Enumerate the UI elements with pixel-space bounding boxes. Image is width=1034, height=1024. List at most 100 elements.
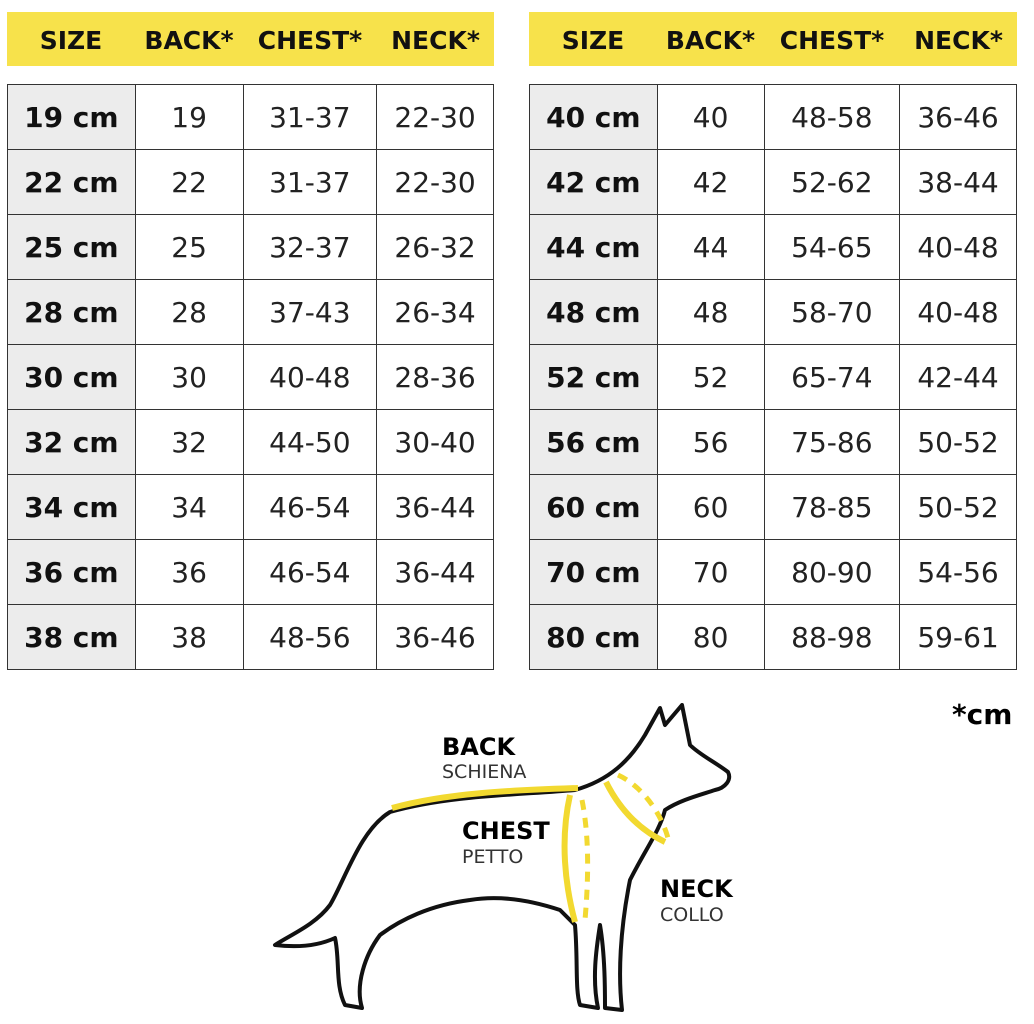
neck-sublabel: COLLO — [660, 904, 724, 926]
cell: 88-98 — [763, 604, 901, 670]
row: 36 cm 36 46-54 36-44 — [7, 539, 494, 605]
cell: 60 — [656, 474, 765, 540]
cell: 65-74 — [763, 344, 901, 410]
cell: 44 — [656, 214, 765, 280]
row: 80 cm 80 88-98 59-61 — [529, 604, 1017, 670]
back-sublabel: SCHIENA — [442, 761, 526, 783]
size-cell: 48 cm — [529, 279, 658, 345]
header-band: SIZE BACK* CHEST* NECK* — [529, 12, 1017, 66]
cell: 36-44 — [376, 539, 494, 605]
chest-sublabel: PETTO — [462, 846, 523, 868]
back-line — [391, 785, 579, 811]
cell: 42 — [656, 149, 765, 215]
row: 40 cm 40 48-58 36-46 — [529, 84, 1017, 150]
header-band: SIZE BACK* CHEST* NECK* — [7, 12, 494, 66]
header-cell: SIZE — [561, 26, 625, 55]
cell: 26-34 — [376, 279, 494, 345]
row: 70 cm 70 80-90 54-56 — [529, 539, 1017, 605]
cell: 48-56 — [242, 604, 378, 670]
row: 38 cm 38 48-56 36-46 — [7, 604, 494, 670]
row: 34 cm 34 46-54 36-44 — [7, 474, 494, 540]
row: 28 cm 28 37-43 26-34 — [7, 279, 494, 345]
cell: 30 — [134, 344, 244, 410]
cell: 78-85 — [763, 474, 901, 540]
cell: 32-37 — [242, 214, 378, 280]
chest-label: CHEST — [462, 817, 550, 845]
cell: 46-54 — [242, 539, 378, 605]
table: 40 cm 40 48-58 36-46 42 cm 42 52-62 38-44 44 cm 4… — [529, 84, 1017, 670]
cell: 22-30 — [376, 149, 494, 215]
chest-line — [561, 794, 578, 923]
header-cell: NECK* — [391, 26, 480, 55]
cell: 26-32 — [376, 214, 494, 280]
cell: 59-61 — [899, 604, 1017, 670]
size-cell: 30 cm — [7, 344, 136, 410]
cell: 38-44 — [899, 149, 1017, 215]
cell: 54-65 — [763, 214, 901, 280]
row: 44 cm 44 54-65 40-48 — [529, 214, 1017, 280]
row: 48 cm 48 58-70 40-48 — [529, 279, 1017, 345]
cell: 28-36 — [376, 344, 494, 410]
cell: 46-54 — [242, 474, 378, 540]
cell: 40 — [656, 84, 765, 150]
cell: 70 — [656, 539, 765, 605]
row: 32 cm 32 44-50 30-40 — [7, 409, 494, 475]
cell: 30-40 — [376, 409, 494, 475]
cell: 40-48 — [242, 344, 378, 410]
neck-line-dashed — [616, 772, 671, 839]
size-cell: 70 cm — [529, 539, 658, 605]
dog-outline — [273, 703, 732, 1012]
size-cell: 44 cm — [529, 214, 658, 280]
cell: 48 — [656, 279, 765, 345]
size-cell: 40 cm — [529, 84, 658, 150]
cell: 50-52 — [899, 409, 1017, 475]
row: 25 cm 25 32-37 26-32 — [7, 214, 494, 280]
cell: 52 — [656, 344, 765, 410]
cell: 50-52 — [899, 474, 1017, 540]
cell: 44-50 — [242, 409, 378, 475]
cell: 48-58 — [763, 84, 901, 150]
size-cell: 19 cm — [7, 84, 136, 150]
cell: 38 — [134, 604, 244, 670]
cell: 42-44 — [899, 344, 1017, 410]
cell: 32 — [134, 409, 244, 475]
cell: 25 — [134, 214, 244, 280]
cell: 19 — [134, 84, 244, 150]
size-cell: 80 cm — [529, 604, 658, 670]
cell: 52-62 — [763, 149, 901, 215]
size-cell: 42 cm — [529, 149, 658, 215]
back-label: BACK — [442, 733, 516, 761]
header-cell: BACK* — [665, 26, 756, 55]
cell: 36-46 — [376, 604, 494, 670]
size-cell: 36 cm — [7, 539, 136, 605]
neck-line — [603, 780, 667, 845]
cell: 54-56 — [899, 539, 1017, 605]
cell: 56 — [656, 409, 765, 475]
cell: 75-86 — [763, 409, 901, 475]
cell: 22-30 — [376, 84, 494, 150]
header-cell: NECK* — [914, 26, 1003, 55]
header-cell: CHEST* — [779, 26, 885, 55]
row: 52 cm 52 65-74 42-44 — [529, 344, 1017, 410]
row: 19 cm 19 31-37 22-30 — [7, 84, 494, 150]
cell: 37-43 — [242, 279, 378, 345]
cell: 36-46 — [899, 84, 1017, 150]
cell: 31-37 — [242, 149, 378, 215]
header-cell: CHEST* — [257, 26, 363, 55]
cell: 31-37 — [242, 84, 378, 150]
cell: 36 — [134, 539, 244, 605]
cell: 58-70 — [763, 279, 901, 345]
cell: 40-48 — [899, 214, 1017, 280]
cell: 34 — [134, 474, 244, 540]
size-cell: 22 cm — [7, 149, 136, 215]
size-cell: 32 cm — [7, 409, 136, 475]
cell: 22 — [134, 149, 244, 215]
row: 30 cm 30 40-48 28-36 — [7, 344, 494, 410]
size-cell: 56 cm — [529, 409, 658, 475]
size-cell: 34 cm — [7, 474, 136, 540]
unit-note: *cm — [952, 698, 1013, 731]
size-cell: 28 cm — [7, 279, 136, 345]
cell: 80-90 — [763, 539, 901, 605]
size-cell: 38 cm — [7, 604, 136, 670]
